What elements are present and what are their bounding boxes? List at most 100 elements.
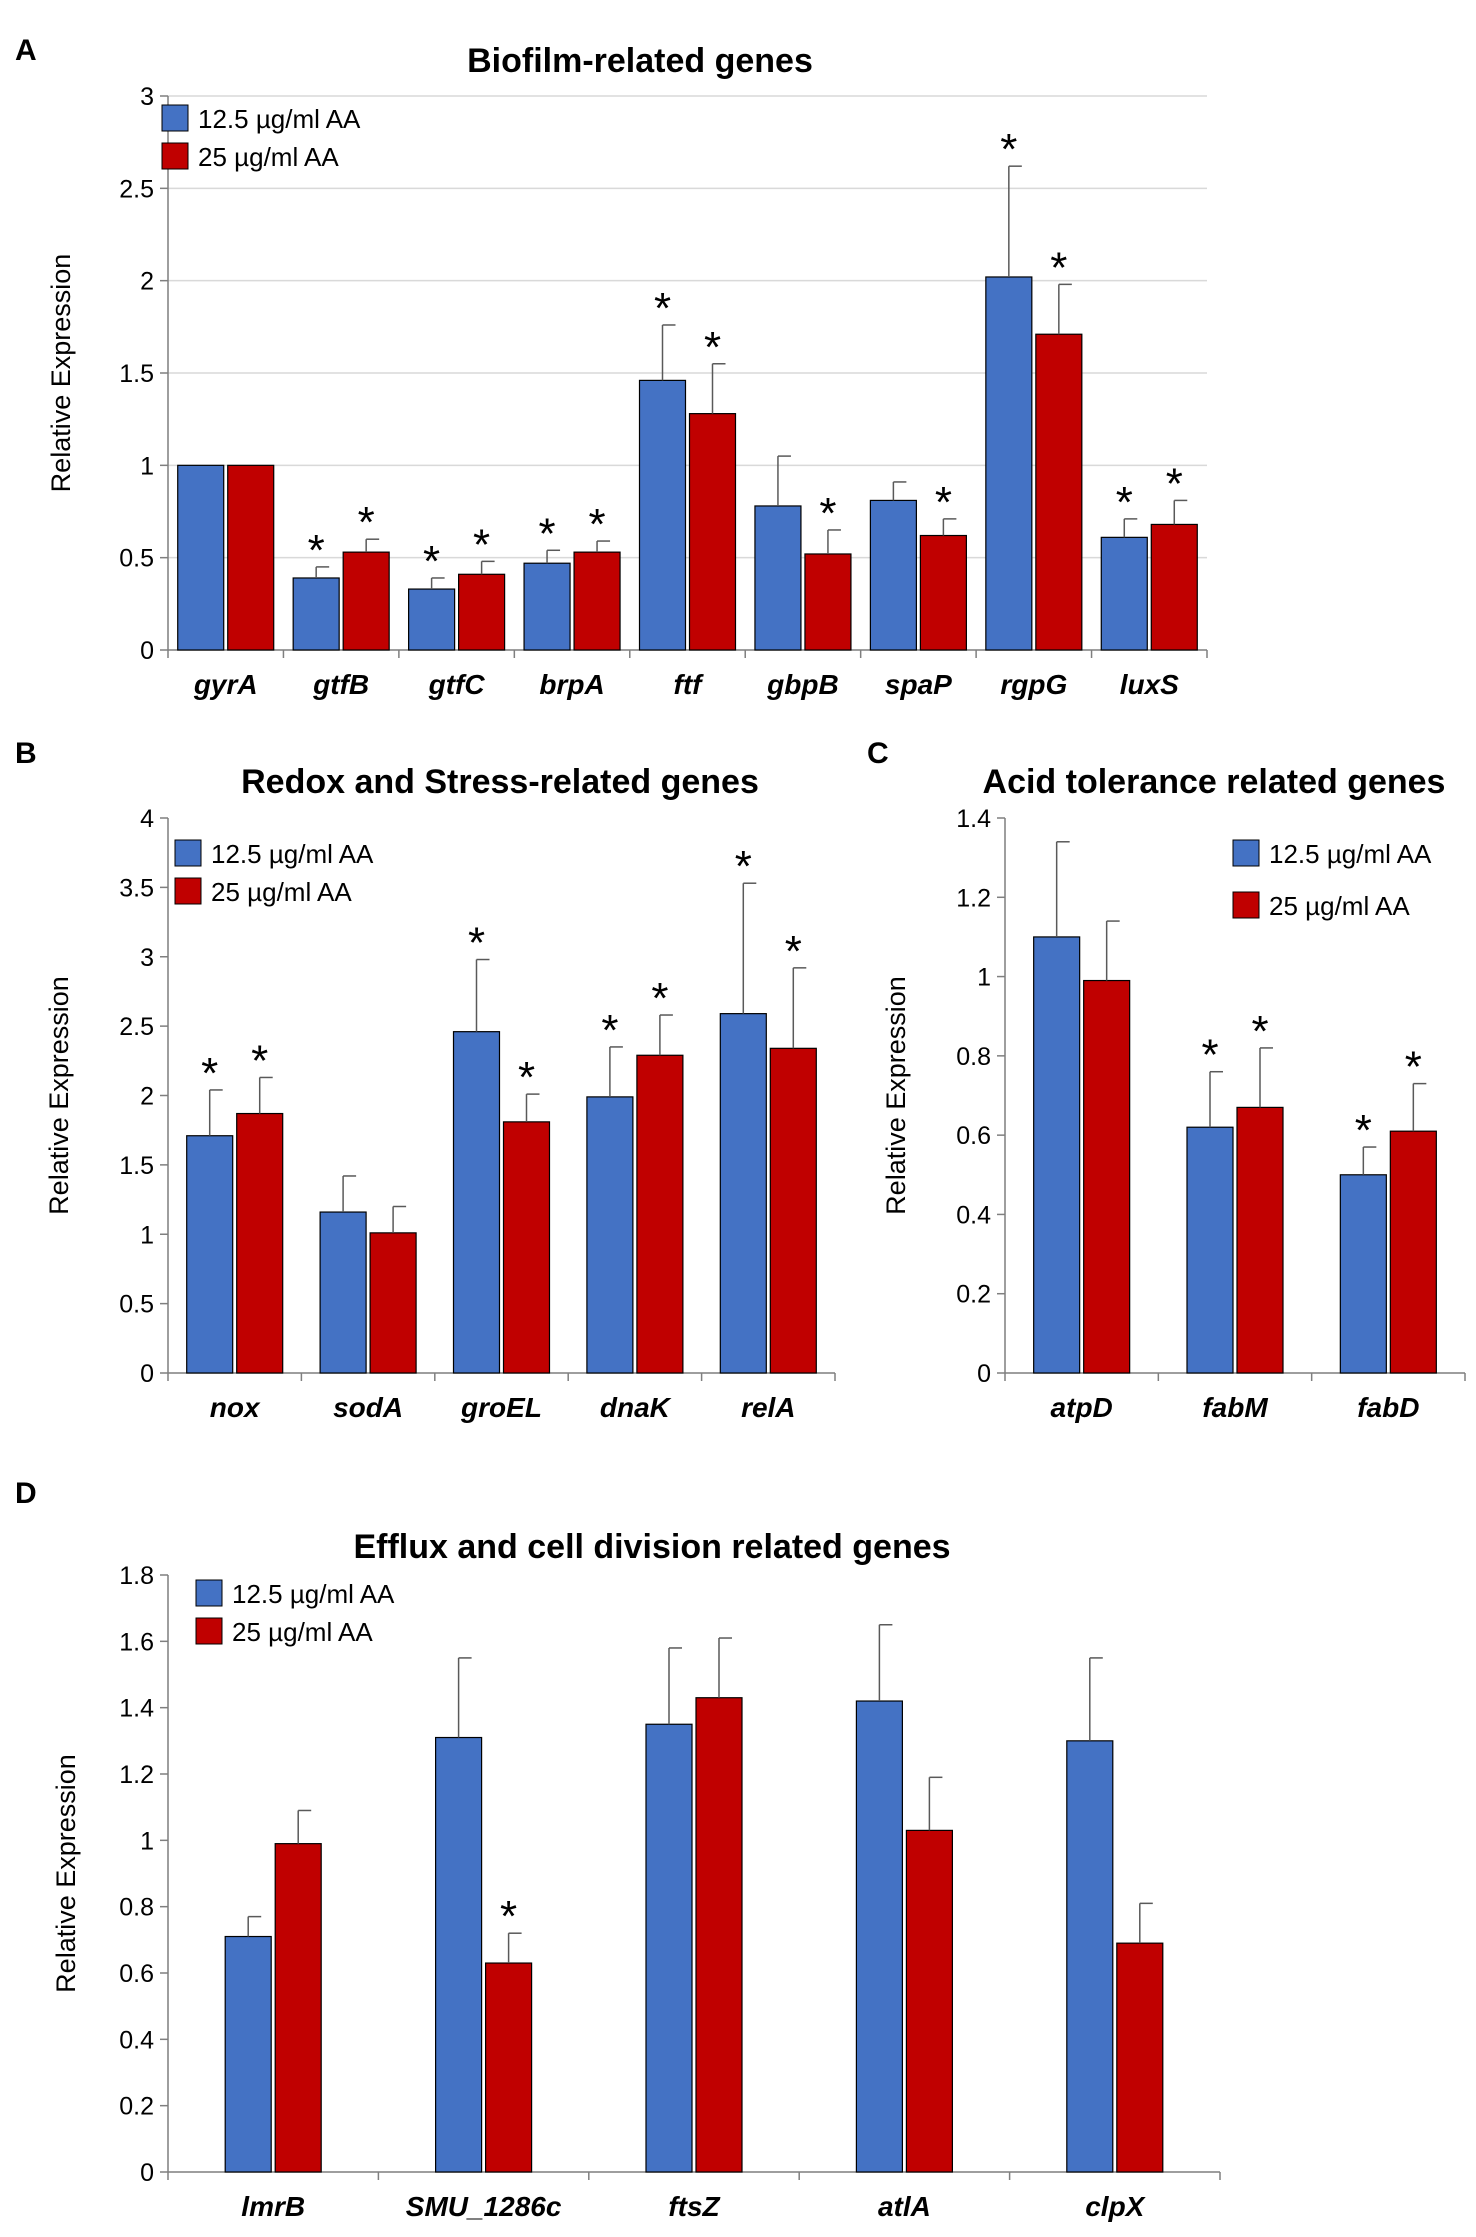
significance-star: * (1201, 1031, 1218, 1080)
y-tick-label: 1.4 (956, 805, 991, 833)
bar-spaP-series2 (919, 534, 967, 651)
bar-brpA-series2 (573, 551, 621, 651)
bar-groEL-series2 (502, 1121, 551, 1374)
significance-star: * (819, 489, 836, 538)
bar-fabD-series2 (1389, 1130, 1437, 1374)
y-tick-label: 4 (140, 805, 154, 833)
significance-star: * (654, 284, 671, 333)
y-axis-title: Relative Expression (44, 976, 74, 1215)
bar-gbpB-series2 (804, 553, 852, 651)
category-label-clpX: clpX (1085, 2191, 1146, 2222)
significance-star: * (601, 1006, 618, 1055)
significance-star: * (308, 526, 325, 575)
bar-groEL-series1 (452, 1031, 501, 1374)
bar-relA-series1 (719, 1013, 767, 1374)
category-label-SMU_1286c: SMU_1286c (406, 2191, 562, 2222)
y-tick-label: 1.5 (119, 360, 154, 388)
y-axis-title: Relative Expression (51, 1754, 81, 1993)
y-tick-label: 1.5 (119, 1152, 154, 1180)
category-label-sodA: sodA (333, 1392, 403, 1423)
panel-letter: D (15, 1477, 37, 1510)
y-tick-label: 3.5 (119, 874, 154, 902)
y-tick-label: 0.2 (956, 1281, 991, 1309)
category-label-gbpB: gbpB (766, 669, 839, 700)
significance-star: * (1050, 243, 1067, 292)
bar-fabD-series1 (1339, 1174, 1387, 1374)
y-tick-label: 2 (140, 268, 154, 296)
panel-letter: B (15, 737, 37, 770)
significance-star: * (500, 1892, 517, 1941)
y-tick-label: 0 (140, 2159, 154, 2187)
legend: 12.5 µg/ml AA 25 µg/ml AA (174, 839, 374, 907)
legend: 12.5 µg/ml AA 25 µg/ml AA (1232, 839, 1432, 921)
bar-nox-series2 (236, 1112, 284, 1374)
legend-swatch-series2 (161, 142, 189, 170)
category-label-fabM: fabM (1202, 1392, 1268, 1423)
significance-star: * (423, 537, 440, 586)
y-tick-label: 2.5 (119, 1013, 154, 1041)
y-tick-label: 0.6 (119, 1960, 154, 1988)
bar-spaP-series1 (869, 499, 917, 651)
bar-luxS-series2 (1150, 523, 1198, 651)
legend-label-series2: 25 µg/ml AA (1269, 891, 1410, 921)
y-tick-label: 1 (140, 452, 154, 480)
y-tick-label: 0.8 (956, 1043, 991, 1071)
bar-dnaK-series2 (636, 1054, 684, 1374)
category-label-dnaK: dnaK (600, 1392, 672, 1423)
y-tick-label: 1.4 (119, 1695, 154, 1723)
y-tick-label: 0.2 (119, 2093, 154, 2121)
bar-rgpG-series2 (1035, 333, 1083, 651)
category-label-ftf: ftf (674, 669, 705, 700)
category-label-gtfB: gtfB (312, 669, 369, 700)
significance-star: * (538, 509, 555, 558)
bar-atpD-series1 (1033, 936, 1081, 1374)
significance-star: * (1116, 478, 1133, 527)
bar-lmrB-series1 (224, 1935, 272, 2173)
legend: 12.5 µg/ml AA 25 µg/ml AA (161, 104, 361, 172)
significance-star: * (785, 927, 802, 976)
bar-sodA-series2 (369, 1232, 417, 1374)
y-tick-label: 0.4 (956, 1201, 991, 1229)
significance-star: * (1166, 459, 1183, 508)
bar-nox-series1 (186, 1135, 234, 1374)
category-label-luxS: luxS (1120, 669, 1179, 700)
significance-star: * (935, 478, 952, 527)
bar-dnaK-series1 (586, 1096, 634, 1374)
legend: 12.5 µg/ml AA 25 µg/ml AA (195, 1579, 395, 1647)
category-label-groEL: groEL (460, 1392, 542, 1423)
y-tick-label: 0 (140, 1360, 154, 1388)
y-tick-label: 1.2 (956, 884, 991, 912)
y-tick-label: 1 (977, 964, 991, 992)
legend-swatch-series1 (161, 104, 189, 132)
chart-title: Redox and Stress-related genes (241, 763, 759, 801)
bar-atlA-series2 (905, 1829, 954, 2173)
bar-gtfB-series2 (342, 551, 390, 651)
bar-gtfB-series1 (292, 577, 340, 651)
chart-panel-a: A Biofilm-related genes 0 0.5 1 1.5 2 2.5 3 Relat… (15, 34, 1208, 700)
bar-gtfC-series2 (458, 573, 506, 651)
significance-star: * (588, 500, 605, 549)
bar-gyrA-series1 (177, 464, 225, 651)
significance-star: * (1000, 125, 1017, 174)
significance-star: * (651, 974, 668, 1023)
bar-SMU_1286c-series1 (435, 1736, 483, 2173)
y-tick-label: 2.5 (119, 175, 154, 203)
bar-fabM-series2 (1236, 1106, 1284, 1374)
significance-star: * (1251, 1007, 1268, 1056)
category-label-gtfC: gtfC (428, 669, 486, 700)
legend-label-series1: 12.5 µg/ml AA (1269, 839, 1432, 869)
category-label-relA: relA (741, 1392, 795, 1423)
significance-star: * (468, 919, 485, 968)
significance-star: * (1405, 1043, 1422, 1092)
significance-star: * (201, 1049, 218, 1098)
bar-luxS-series1 (1100, 536, 1148, 651)
legend-swatch-series1 (195, 1579, 223, 1607)
legend-swatch-series2 (174, 877, 202, 905)
bar-gbpB-series1 (754, 505, 802, 651)
significance-star: * (473, 520, 490, 569)
panel-letter: A (15, 34, 37, 67)
bar-relA-series2 (769, 1047, 817, 1374)
bar-brpA-series1 (523, 562, 571, 651)
y-axis-title: Relative Expression (46, 254, 76, 493)
